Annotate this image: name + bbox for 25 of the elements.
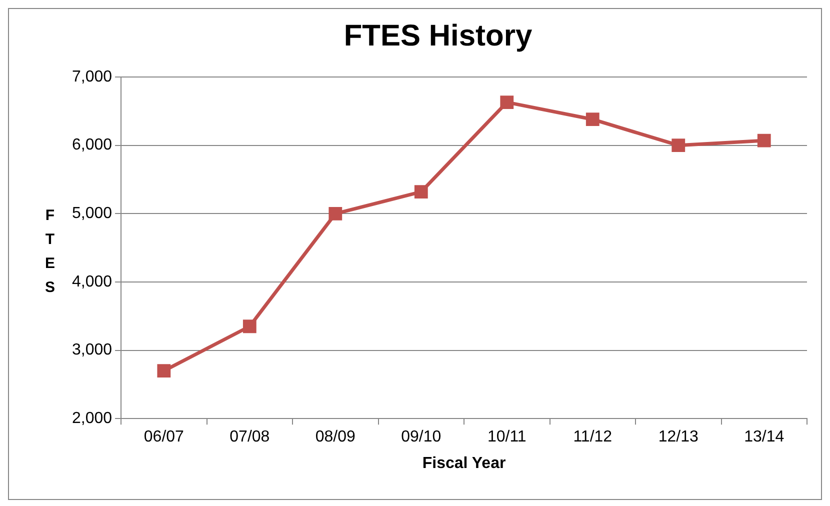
chart-title: FTES History — [344, 19, 532, 52]
y-axis-title: FTES — [44, 206, 56, 298]
y-tick-label: 3,000 — [72, 342, 112, 359]
x-tick-label: 13/14 — [744, 428, 784, 446]
point — [500, 96, 514, 109]
x-tick-label: 12/13 — [658, 428, 698, 446]
point — [757, 134, 771, 148]
x-tick-label: 06/07 — [144, 428, 184, 446]
x-tick-label: 09/10 — [401, 428, 442, 446]
y-tick-label: 4,000 — [72, 273, 112, 290]
x-tick-label: 08/09 — [315, 428, 356, 446]
point — [328, 206, 342, 220]
point — [242, 320, 256, 334]
x-tick-label: 10/11 — [487, 428, 526, 446]
y-tick-label: 7,000 — [72, 68, 112, 86]
point — [672, 138, 686, 152]
point — [414, 185, 428, 198]
x-tick-label: 11/12 — [573, 428, 612, 446]
y-tick-label: 6,000 — [72, 136, 112, 154]
y-tick-label: 2,000 — [72, 410, 112, 428]
x-axis-title: Fiscal Year — [422, 454, 506, 472]
x-tick-label: 07/08 — [230, 428, 270, 446]
point — [157, 364, 171, 378]
point — [586, 112, 600, 126]
y-tick-label: 5,000 — [72, 205, 112, 222]
